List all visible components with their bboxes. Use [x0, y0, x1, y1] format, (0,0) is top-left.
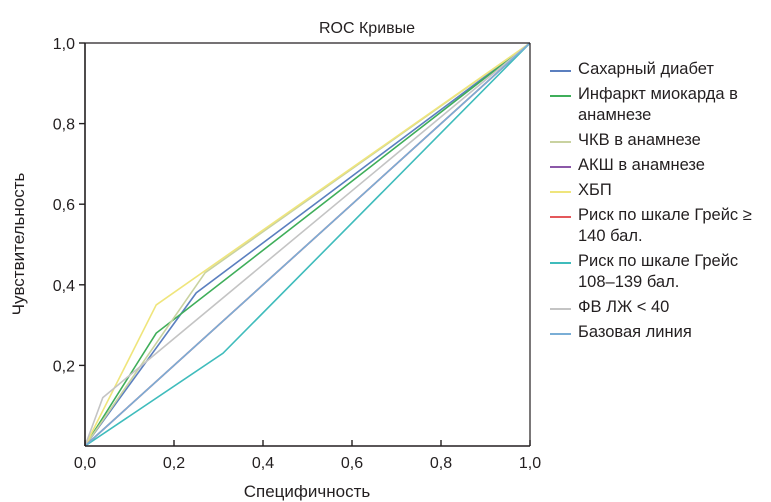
legend-swatch	[550, 333, 571, 335]
chart-title: ROC Кривые	[319, 20, 415, 37]
legend-item: ФВ ЛЖ < 40	[550, 297, 765, 318]
legend-label: Риск по шкале Грейс 108–139 бал.	[578, 252, 739, 291]
legend: Сахарный диабет Инфаркт миокарда в анамне…	[550, 59, 765, 347]
plot-area	[84, 42, 531, 447]
series-line-7	[84, 42, 531, 447]
legend-swatch	[550, 70, 571, 72]
y-tick-label: 0,8	[53, 117, 75, 134]
x-tick-label: 0,2	[163, 455, 185, 472]
x-tick-label: 1,0	[519, 455, 541, 472]
series-line-8	[84, 42, 531, 447]
legend-item: Риск по шкале Грейс 108–139 бал.	[550, 251, 765, 293]
legend-label: ФВ ЛЖ < 40	[578, 298, 670, 316]
x-tick-label: 0,4	[252, 455, 274, 472]
legend-swatch	[550, 166, 571, 168]
y-tick-label: 0,4	[53, 278, 75, 295]
y-tick-label: 0,2	[53, 358, 75, 375]
x-tick-label: 0,0	[74, 455, 96, 472]
x-tick-label: 0,6	[341, 455, 363, 472]
axes	[84, 42, 531, 447]
legend-swatch	[550, 191, 571, 193]
y-axis-title: Чувствительность	[9, 172, 28, 315]
legend-swatch	[550, 216, 571, 218]
legend-item: Риск по шкале Грейс ≥ 140 бал.	[550, 205, 765, 247]
series-line-2	[84, 42, 531, 447]
legend-item: Инфаркт миокарда в анамнезе	[550, 84, 765, 126]
legend-swatch	[550, 308, 571, 310]
legend-label: Сахарный диабет	[578, 60, 714, 78]
x-axis-title: Специфичность	[244, 482, 371, 501]
series-line-1	[84, 42, 531, 447]
legend-label: ХБП	[578, 181, 612, 199]
x-tick-label: 0,8	[430, 455, 452, 472]
axis-ticks: 0,0 0,2 0,4 0,6 0,8 1,0 0,2 0,4 0,6 0,8 1,0	[53, 36, 541, 472]
series-line-9	[84, 42, 531, 447]
y-tick-label: 1,0	[53, 36, 75, 53]
legend-swatch	[550, 262, 571, 264]
legend-item: Базовая линия	[550, 322, 765, 343]
legend-item: ЧКВ в анамнезе	[550, 130, 765, 151]
legend-item: ХБП	[550, 180, 765, 201]
legend-label: Инфаркт миокарда в анамнезе	[578, 85, 738, 124]
legend-label: ЧКВ в анамнезе	[578, 131, 701, 149]
y-tick-label: 0,6	[53, 197, 75, 214]
legend-item: Сахарный диабет	[550, 59, 765, 80]
legend-swatch	[550, 95, 571, 97]
legend-label: Риск по шкале Грейс ≥ 140 бал.	[578, 206, 752, 245]
legend-label: Базовая линия	[578, 323, 692, 341]
series-line-5	[84, 42, 531, 447]
legend-label: АКШ в анамнезе	[578, 156, 705, 174]
legend-swatch	[550, 141, 571, 143]
legend-item: АКШ в анамнезе	[550, 155, 765, 176]
